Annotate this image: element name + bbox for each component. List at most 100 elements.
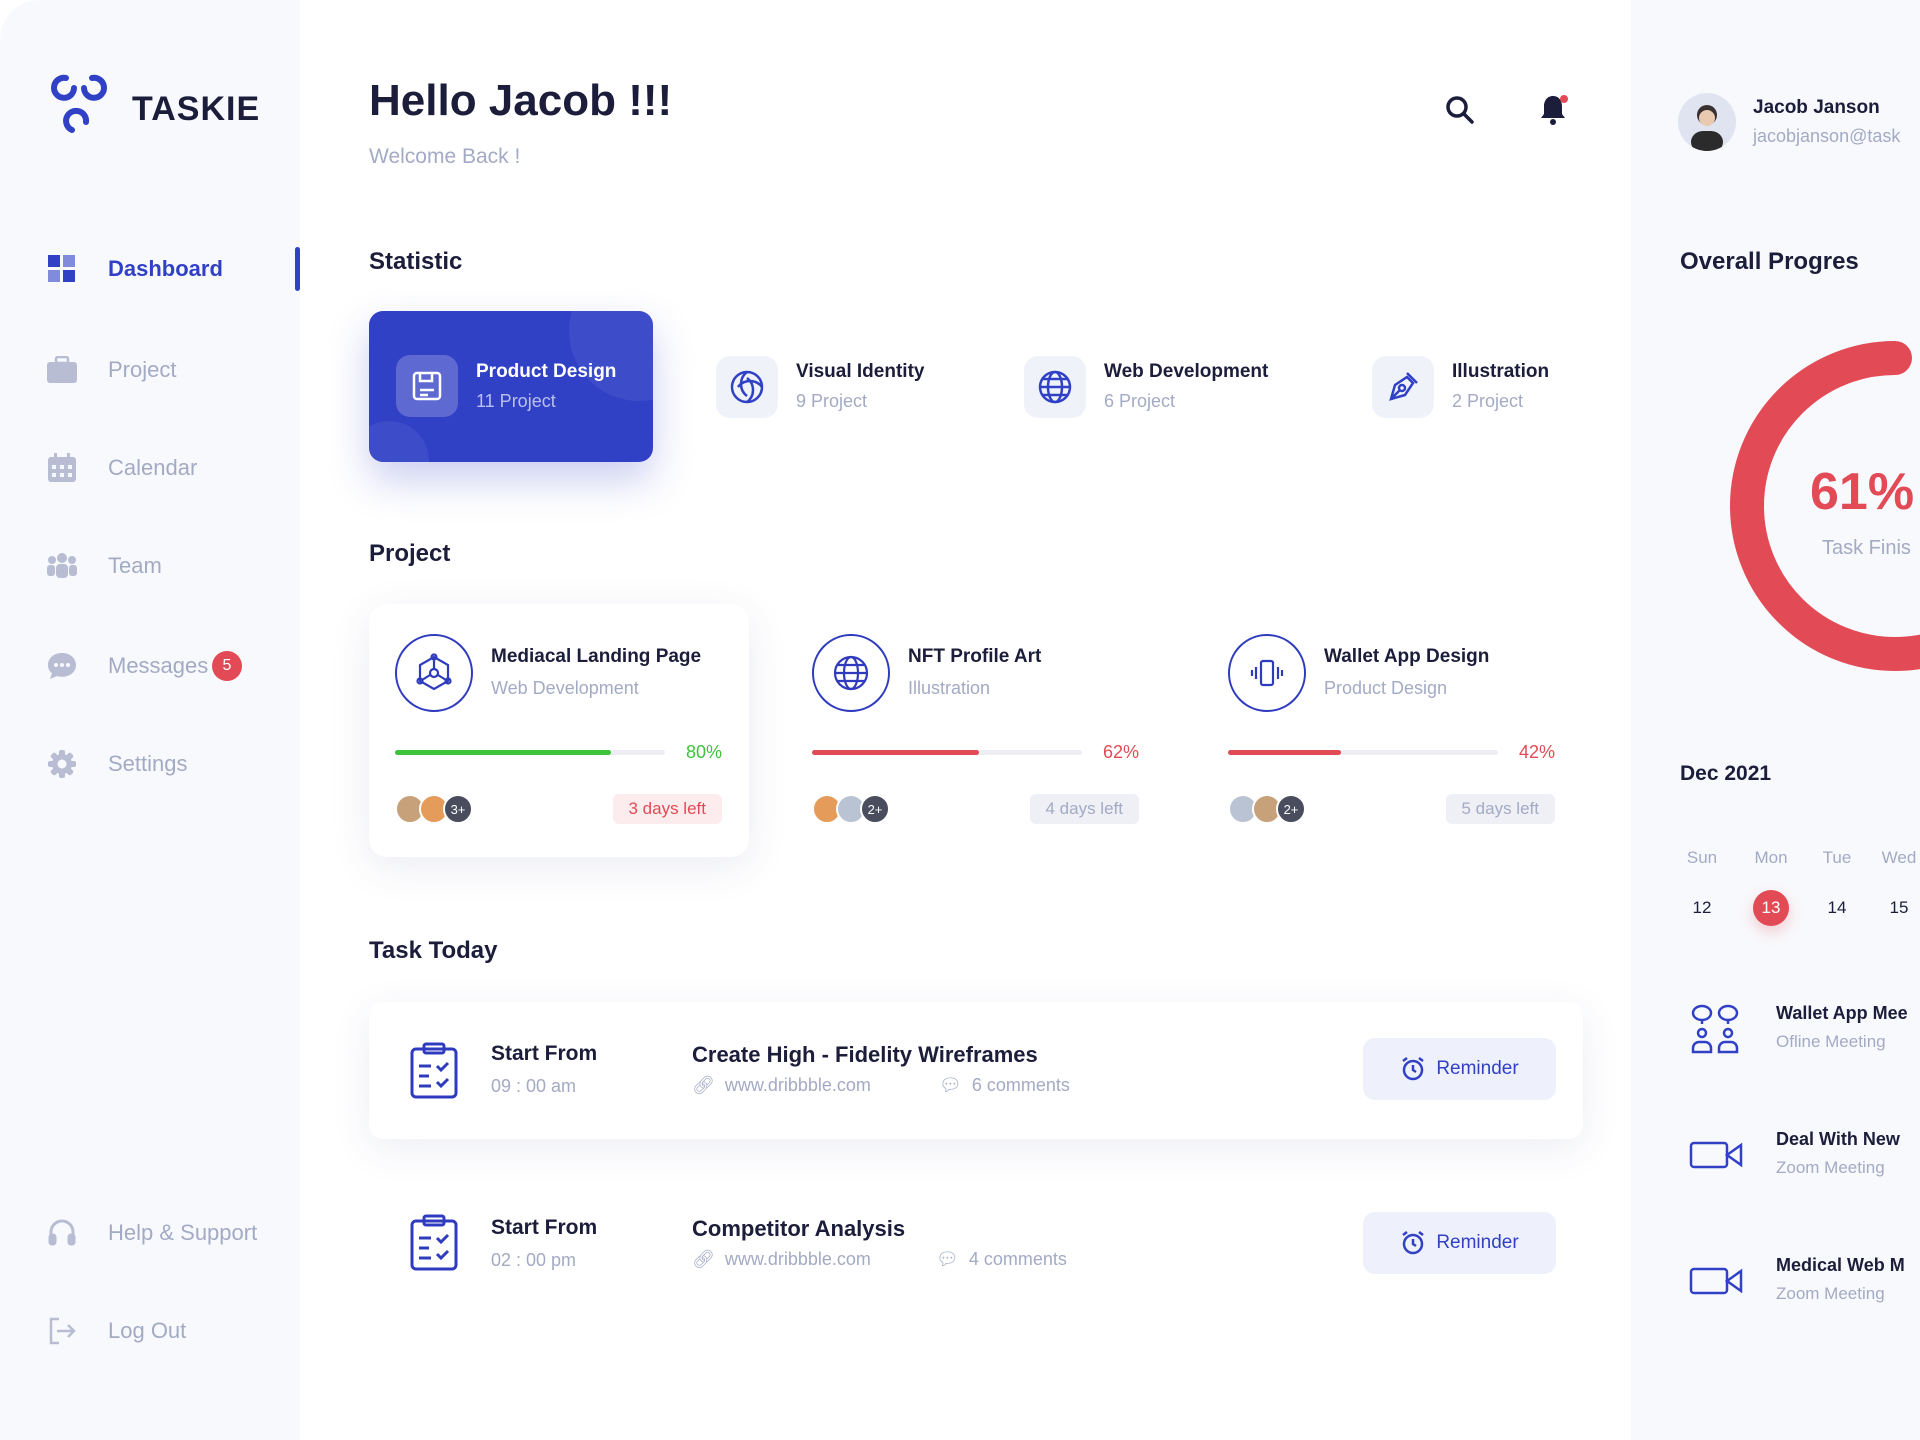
stat-sub: 2 Project bbox=[1452, 391, 1524, 411]
weekday-label: Wed bbox=[1881, 848, 1917, 867]
sidebar-item-project[interactable]: Project bbox=[46, 350, 176, 390]
days-left-badge: 4 days left bbox=[1029, 794, 1139, 824]
project-category: Illustration bbox=[908, 678, 991, 698]
progress-fill bbox=[812, 750, 980, 755]
sidebar-item-messages[interactable]: Messages bbox=[46, 646, 208, 686]
logo-icon bbox=[46, 72, 118, 141]
sidebar-item-team[interactable]: Team bbox=[46, 546, 162, 586]
sidebar-item-label: Log Out bbox=[108, 1318, 187, 1343]
grid-icon bbox=[46, 253, 78, 285]
task-start-label: Start From bbox=[491, 1042, 598, 1065]
meeting-type: Ofline Meeting bbox=[1776, 1032, 1886, 1051]
project-title: NFT Profile Art bbox=[908, 646, 1042, 667]
member-avatars: 2+ bbox=[812, 794, 890, 824]
alarm-clock-icon bbox=[1402, 1231, 1425, 1255]
sidebar-item-label: Project bbox=[108, 357, 177, 382]
meeting-type: Zoom Meeting bbox=[1776, 1284, 1885, 1303]
progress-bar bbox=[395, 750, 665, 755]
sidebar bbox=[0, 0, 300, 1440]
stat-title: Web Development bbox=[1104, 361, 1269, 382]
progress-arc bbox=[1730, 341, 1920, 671]
sidebar-item-dashboard[interactable]: Dashboard bbox=[46, 249, 223, 289]
card-decoration bbox=[369, 311, 653, 462]
sidebar-item-help-support[interactable]: Help & Support bbox=[46, 1213, 257, 1253]
project-card[interactable]: Mediacal Landing Page Web Development 80… bbox=[369, 604, 749, 857]
progress-fill bbox=[395, 750, 611, 755]
page-subtitle: Welcome Back ! bbox=[369, 145, 521, 168]
task-comments[interactable]: 💬︎ 4 comments bbox=[936, 1249, 1067, 1270]
task-comments-text: 4 comments bbox=[968, 1249, 1067, 1269]
stat-card-illustration[interactable]: Illustration 2 Project bbox=[1372, 311, 1549, 462]
chat-icon bbox=[46, 650, 78, 682]
link-icon: 🔗︎ bbox=[692, 1249, 715, 1269]
task-row[interactable]: Start From 02 : 00 pm Competitor Analysi… bbox=[369, 1176, 1583, 1313]
page-title: Hello Jacob !!! bbox=[369, 76, 673, 125]
task-link-text[interactable]: www.dribbble.com bbox=[724, 1075, 871, 1095]
stat-title: Visual Identity bbox=[796, 361, 925, 382]
progress-percent: 42% bbox=[1518, 742, 1555, 762]
spiral-icon bbox=[716, 355, 778, 418]
meeting-type: Zoom Meeting bbox=[1776, 1158, 1885, 1177]
globe-icon bbox=[1024, 355, 1086, 418]
sidebar-item-log-out[interactable]: Log Out bbox=[46, 1311, 186, 1351]
progress-bar bbox=[1228, 750, 1498, 755]
avatar[interactable] bbox=[1678, 93, 1736, 151]
progress-caption: Task Finis bbox=[1822, 537, 1911, 559]
project-card[interactable]: NFT Profile Art Illustration 62% 2+ 4 da… bbox=[786, 604, 1166, 857]
calendar-date[interactable]: 12 bbox=[1692, 898, 1712, 917]
team-icon bbox=[46, 550, 78, 582]
right-panel bbox=[1631, 0, 1920, 1440]
progress-bar bbox=[812, 750, 1082, 755]
stat-sub: 11 Project bbox=[476, 391, 556, 411]
progress-donut bbox=[1730, 341, 1920, 671]
project-card[interactable]: Wallet App Design Product Design 42% 2+ … bbox=[1202, 604, 1582, 857]
messages-badge: 5 bbox=[212, 651, 242, 681]
days-left-badge: 5 days left bbox=[1445, 794, 1555, 824]
sidebar-item-label: Help & Support bbox=[108, 1220, 258, 1245]
calendar-icon bbox=[46, 452, 78, 484]
task-link[interactable]: 🔗︎ www.dribbble.com bbox=[692, 1249, 871, 1270]
alarm-clock-icon bbox=[1402, 1057, 1425, 1081]
floppy-icon bbox=[396, 355, 458, 417]
brand-name: TASKIE bbox=[132, 90, 261, 128]
progress-fill bbox=[1228, 750, 1342, 755]
meeting-title[interactable]: Medical Web M bbox=[1776, 1255, 1905, 1275]
project-title: Wallet App Design bbox=[1324, 646, 1490, 667]
task-link-text[interactable]: www.dribbble.com bbox=[724, 1249, 871, 1269]
section-title-overall-progress: Overall Progres bbox=[1680, 248, 1859, 275]
comment-icon: 💬︎ bbox=[936, 1249, 959, 1269]
stat-card-product-design[interactable]: Product Design 11 Project bbox=[369, 311, 653, 462]
task-row[interactable]: Start From 09 : 00 am Create High - Fide… bbox=[369, 1002, 1583, 1139]
network-icon bbox=[395, 634, 473, 712]
project-category: Web Development bbox=[491, 678, 639, 698]
task-title: Competitor Analysis bbox=[692, 1216, 906, 1241]
weekday-label: Tue bbox=[1822, 848, 1852, 867]
stat-card-web-development[interactable]: Web Development 6 Project bbox=[1024, 311, 1268, 462]
active-indicator bbox=[295, 247, 300, 291]
user-email: jacobjanson@task bbox=[1753, 126, 1901, 146]
sidebar-item-settings[interactable]: Settings bbox=[46, 744, 188, 784]
search-icon[interactable] bbox=[1445, 95, 1475, 130]
sidebar-item-calendar[interactable]: Calendar bbox=[46, 448, 197, 488]
days-left-badge: 3 days left bbox=[612, 794, 722, 824]
stat-card-visual-identity[interactable]: Visual Identity 9 Project bbox=[716, 311, 924, 462]
meeting-title[interactable]: Deal With New bbox=[1776, 1129, 1900, 1149]
logout-icon bbox=[46, 1315, 78, 1347]
reminder-button[interactable]: Reminder bbox=[1363, 1212, 1556, 1274]
reminder-button[interactable]: Reminder bbox=[1363, 1038, 1556, 1100]
avatar-more: 2+ bbox=[1276, 794, 1306, 824]
member-avatars: 3+ bbox=[395, 794, 473, 824]
task-link[interactable]: 🔗︎ www.dribbble.com bbox=[692, 1075, 871, 1096]
task-time: 02 : 00 pm bbox=[491, 1250, 577, 1270]
progress-percent: 62% bbox=[1102, 742, 1139, 762]
project-title: Mediacal Landing Page bbox=[491, 646, 702, 667]
calendar-date-selected[interactable]: 13 bbox=[1753, 890, 1789, 926]
bell-icon[interactable] bbox=[1537, 93, 1571, 132]
task-comments[interactable]: 💬︎ 6 comments bbox=[939, 1075, 1070, 1096]
calendar-date[interactable]: 14 bbox=[1827, 898, 1847, 917]
meeting-title[interactable]: Wallet App Mee bbox=[1776, 1003, 1908, 1023]
calendar-date[interactable]: 15 bbox=[1889, 898, 1909, 917]
stat-title: Illustration bbox=[1452, 361, 1550, 382]
section-title-task-today: Task Today bbox=[369, 937, 498, 964]
avatar-more: 3+ bbox=[443, 794, 473, 824]
